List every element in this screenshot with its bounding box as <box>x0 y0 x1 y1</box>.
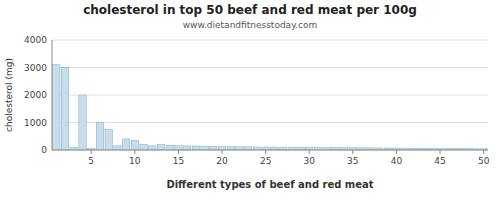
y-tick-label: 4000 <box>24 35 47 45</box>
x-tick-label: 50 <box>478 156 490 166</box>
bar <box>53 65 60 150</box>
bar <box>114 146 121 150</box>
x-tick <box>352 150 353 154</box>
bar <box>210 146 217 150</box>
grid-line <box>52 122 488 123</box>
x-tick <box>483 150 484 154</box>
x-axis-label: Different types of beef and red meat <box>166 179 373 190</box>
x-tick <box>178 150 179 154</box>
x-tick-label: 30 <box>304 156 316 166</box>
x-tick-label: 20 <box>216 156 228 166</box>
x-tick-label: 35 <box>347 156 358 166</box>
x-tick <box>265 150 266 154</box>
y-axis-line <box>52 40 53 150</box>
bar <box>122 139 129 150</box>
grid-line <box>52 67 488 68</box>
x-tick-label: 40 <box>391 156 403 166</box>
bar <box>131 140 138 150</box>
x-tick-label: 15 <box>173 156 184 166</box>
bar <box>61 68 68 151</box>
y-tick-label: 1000 <box>24 118 47 128</box>
grid-line <box>52 95 488 96</box>
x-tick-label: 5 <box>88 156 94 166</box>
x-tick <box>440 150 441 154</box>
bar <box>96 123 103 151</box>
x-tick-label: 10 <box>129 156 141 166</box>
bar <box>140 145 147 151</box>
bar <box>175 146 182 150</box>
bar <box>149 146 156 150</box>
x-axis: 5 10 15 20 25 30 35 40 45 50 <box>88 150 489 166</box>
title: cholesterol in top 50 beef and red meat … <box>83 3 417 17</box>
bar <box>227 147 234 150</box>
y-tick-label: 3000 <box>24 63 47 73</box>
x-tick <box>396 150 397 154</box>
bar <box>218 146 225 150</box>
bars <box>53 65 488 150</box>
x-axis-line <box>52 150 488 151</box>
bar <box>201 146 208 150</box>
x-tick <box>222 150 223 154</box>
x-tick <box>134 150 135 154</box>
bar <box>192 146 199 150</box>
x-tick-label: 25 <box>260 156 271 166</box>
bar <box>166 145 173 150</box>
chart: cholesterol in top 50 beef and red meat … <box>0 0 500 200</box>
x-tick <box>91 150 92 154</box>
grid-line <box>52 150 488 151</box>
y-grid <box>52 40 488 150</box>
bar <box>79 95 86 150</box>
subtitle: www.dietandfitnesstoday.com <box>183 20 318 30</box>
grid-line <box>52 40 488 41</box>
y-tick-label: 2000 <box>24 90 47 100</box>
x-tick-label: 45 <box>434 156 445 166</box>
bar <box>105 129 112 150</box>
y-axis-label: cholesterol (mg) <box>4 58 14 132</box>
y-axis: 0 1000 2000 3000 4000 <box>24 35 47 155</box>
bar <box>157 145 164 151</box>
y-tick-label: 0 <box>41 145 47 155</box>
bar <box>183 146 190 150</box>
x-tick <box>309 150 310 154</box>
